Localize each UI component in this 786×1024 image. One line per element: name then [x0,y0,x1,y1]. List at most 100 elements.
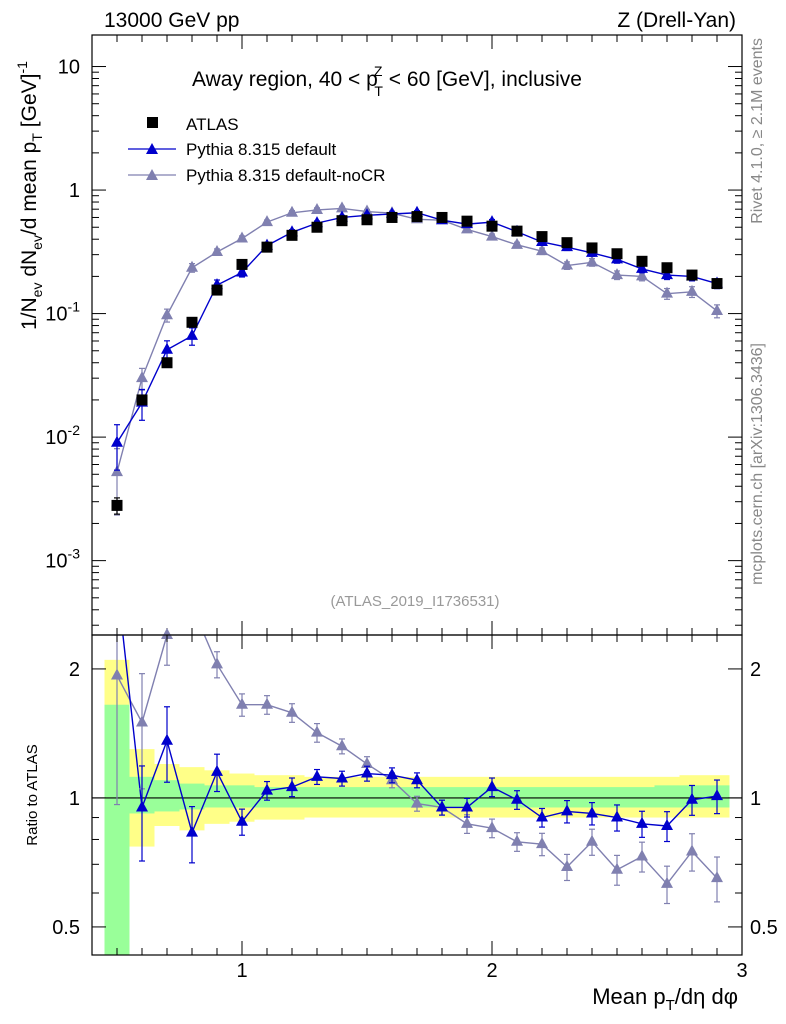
ratio-y-tick-label-right: 2 [750,659,761,681]
ratio-y-tick-label: 1 [69,788,80,810]
atlas-point [211,284,223,296]
title-sup: Z [374,63,383,79]
ratio-default-point [361,766,373,778]
header-left-label: 13000 GeV pp [104,9,239,32]
ratio-nocr-point [261,697,273,709]
ratio-nocr-point [286,705,298,717]
ratio-default-point [511,792,523,804]
ratio-nocr-point [461,816,473,828]
ratio-nocr-point [111,668,123,680]
title-sub: T [374,83,383,99]
legend: ATLAS Pythia 8.315 default Pythia 8.315 … [128,115,385,185]
atlas-point [436,211,448,223]
default-point [111,435,123,447]
ratio-nocr-point [486,821,498,833]
title-post: < 60 [GeV], inclusive [383,68,582,91]
ratio-nocr-point [161,628,173,639]
y-tick-label: 10-1 [45,299,80,326]
ratio-default-point [661,819,673,831]
nocr-point [586,255,598,267]
ratio-nocr-point [336,739,348,751]
atlas-point [461,215,473,227]
nocr-point [236,231,248,243]
ratio-default-point [611,810,623,822]
atlas-point [611,248,623,260]
legend-nocr-marker [146,169,158,180]
legend-atlas-marker [147,117,158,128]
atlas-point [311,221,323,233]
ratio-default-point [461,800,473,812]
band-inner [304,787,330,808]
ratio-default-point [636,816,648,828]
band-inner [154,780,180,812]
x-axis-label: Mean pT/dη dφ [592,984,738,1014]
ratio-default-point [411,773,423,785]
ylabel-g: [GeV] [18,74,41,134]
ratio-plot-panel: 1 2 30.5 0.51 12 2 Ratio to ATLAS Mean pT/dη … [24,628,778,1014]
band-inner [604,787,630,808]
nocr-point [486,229,498,241]
ylabel-e: /d mean p [18,142,41,235]
nocr-point [161,308,173,320]
ratio-nocr-point [586,834,598,846]
default-point [636,261,648,273]
atlas-point [711,278,723,290]
ratio-default-point [186,825,198,837]
legend-nocr-label: Pythia 8.315 default-noCR [186,166,385,185]
nocr-point [136,371,148,383]
x-tick-label: 3 [736,960,747,982]
nocr-point [536,244,548,256]
ratio-nocr-point [636,849,648,861]
ratio-nocr-point [661,876,673,888]
ratio-nocr-point [311,725,323,737]
header-right-label: Z (Drell-Yan) [617,9,736,32]
default-line [116,212,718,444]
ratio-y-tick-label-right: 1 [750,788,761,810]
ratio-nocr-point [711,871,723,883]
ylabel-c: dN [18,250,41,283]
band-inner [629,787,655,808]
atlas-point [411,211,423,223]
ratio-y-axis-label: Ratio to ATLAS [24,744,41,845]
atlas-point [586,242,598,254]
atlas-point [261,241,273,253]
ratio-default-point [436,800,448,812]
nocr-point [336,201,348,213]
band-inner [579,787,605,808]
nocr-point [636,269,648,281]
ratio-default-point [686,792,698,804]
atlas-point [361,214,373,226]
default-point [186,328,198,340]
band-inner [329,787,355,808]
atlas-point [236,258,248,270]
ratio-default-point [536,810,548,822]
nocr-point [286,205,298,217]
xlabel-b: T [666,997,675,1014]
rivet-version-label: Rivet 4.1.0, ≥ 2.1M events [749,38,766,224]
ratio-nocr-point [361,756,373,768]
atlas-point [161,357,173,369]
ratio-nocr-point [411,796,423,808]
ylabel-a: 1/N [18,297,41,330]
atlas-point [286,229,298,241]
atlas-point [486,220,498,232]
x-tick-label: 2 [486,960,497,982]
ratio-default-point [386,768,398,780]
ylabel-h: -1 [14,61,30,74]
atlas-point [186,316,198,328]
atlas-point [386,211,398,223]
band-inner [204,785,230,808]
legend-default-marker [146,143,158,154]
ratio-default-point [286,780,298,792]
atlas-point [336,215,348,227]
mcplots-label: mcplots.cern.ch [arXiv:1306.3436] [749,343,766,585]
nocr-point [311,202,323,214]
y-tick-exponent: -2 [68,422,81,438]
nocr-point [661,286,673,298]
band-inner [229,785,255,808]
main-plot-title: Away region, 40 < pZ T < 60 [GeV], inclus… [192,63,582,99]
nocr-point [561,258,573,270]
atlas-point [136,394,148,406]
xlabel-c: /dη dφ [675,984,738,1009]
band-inner [279,787,305,808]
